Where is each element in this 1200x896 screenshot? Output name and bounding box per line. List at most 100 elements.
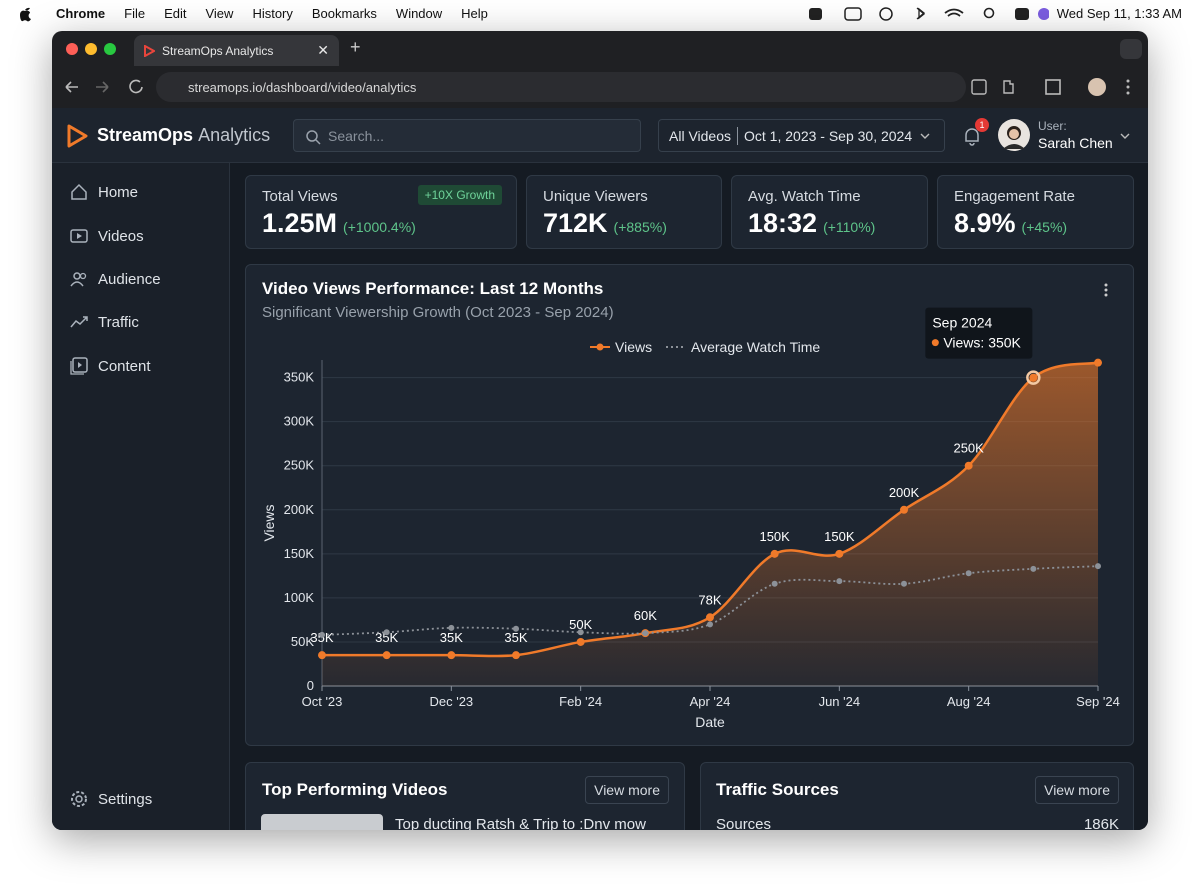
data-point [770, 549, 779, 558]
video-title[interactable]: Top ducting Ratsh & Trip to :Dnv mow [395, 816, 646, 830]
kpi-number: 1.25M [262, 208, 338, 238]
user-label: User: [1038, 119, 1067, 133]
legend-label: Views [615, 339, 652, 355]
y-tick-label: 200K [284, 502, 315, 517]
menu-item[interactable]: File [124, 6, 146, 21]
nav-videos[interactable]: Videos [70, 227, 144, 245]
data-point [642, 630, 649, 637]
data-point [577, 629, 584, 636]
x-tick-label: Apr '24 [690, 694, 731, 709]
data-point [901, 580, 907, 587]
user-chevron[interactable] [1120, 132, 1130, 140]
kpi-change: (+1000.4%) [343, 219, 416, 235]
data-point [706, 613, 714, 622]
brand: StreamOps Analytics [97, 125, 270, 146]
kpi-card: Avg. Watch Time 18:32 (+110%) [731, 175, 928, 249]
data-point [835, 549, 844, 558]
menu-bar: Chrome File Edit View History Bookmarks … [0, 0, 1200, 27]
tab-menu[interactable] [1120, 39, 1142, 59]
avatar[interactable] [998, 119, 1030, 151]
nav-traffic[interactable]: Traffic [70, 313, 139, 331]
legend-dot [596, 343, 604, 351]
kpi-change: (+110%) [823, 219, 876, 235]
kpi-card: Engagement Rate 8.9% (+45%) [937, 175, 1134, 249]
data-point [576, 637, 585, 646]
kpi-label: Total Views [262, 188, 338, 205]
kpi-value: 8.9% (+45%) [954, 208, 1067, 239]
date-filter[interactable]: All Videos Oct 1, 2023 - Sep 30, 2024 [658, 119, 945, 152]
y-axis-label: Views [261, 504, 277, 541]
nav-settings[interactable]: Settings [70, 790, 152, 808]
view-more-button[interactable]: View more [585, 776, 669, 804]
icon [71, 183, 87, 200]
data-point [707, 621, 713, 628]
nav-home[interactable]: Home [70, 183, 138, 201]
data-label: 150K [824, 529, 855, 544]
tab-close[interactable]: ✕ [317, 42, 329, 58]
bell-icon[interactable] [962, 126, 982, 146]
panel-top-videos: Top Performing Videos View more Top duct… [245, 762, 685, 830]
chart-subtitle: Significant Viewership Growth (Oct 2023 … [262, 304, 614, 321]
menu-item[interactable]: Bookmarks [311, 6, 377, 21]
menu-item[interactable]: Window [395, 6, 443, 21]
app-name[interactable]: Chrome [56, 6, 106, 21]
y-tick-label: 100K [284, 590, 315, 605]
menu-item[interactable]: Edit [164, 6, 187, 21]
y-tick-label: 350K [284, 370, 315, 385]
nav-buttons[interactable] [62, 77, 152, 97]
menu-item[interactable]: View [205, 6, 234, 21]
data-point [1094, 358, 1102, 367]
x-tick-label: Oct '23 [302, 694, 343, 709]
row-value: 186K [1083, 816, 1119, 830]
x-axis-label: Date [695, 714, 725, 730]
apple-logo[interactable] [18, 6, 32, 22]
y-tick-label: 50K [291, 634, 314, 649]
y-tick-label: 250K [284, 458, 315, 473]
data-label: 50K [569, 617, 592, 632]
address-bar[interactable]: streamops.io/dashboard/video/analytics [156, 72, 966, 102]
toolbar-icons[interactable] [970, 77, 1140, 97]
data-point [1095, 563, 1101, 570]
nav-content[interactable]: Content [70, 357, 151, 375]
data-point [383, 629, 390, 636]
favicon [144, 45, 155, 57]
clock: Wed Sep 11, 1:33 AM [1056, 6, 1182, 21]
data-point [900, 505, 908, 514]
sidebar: Home Videos Audience Traffic Content Set… [52, 163, 230, 830]
data-label: 35K [504, 630, 527, 645]
area [322, 362, 1098, 686]
nav-label: Settings [98, 790, 153, 808]
kpi-value: 1.25M (+1000.4%) [262, 208, 416, 239]
chart-menu[interactable] [1103, 282, 1109, 298]
data-point [836, 578, 843, 585]
view-more-button[interactable]: View more [1035, 776, 1119, 804]
icon [70, 229, 88, 243]
menu-item[interactable]: History [252, 6, 293, 21]
brand-suffix: Analytics [198, 125, 271, 145]
chart-card: Video Views Performance: Last 12 Months … [245, 264, 1134, 746]
data-point [512, 651, 520, 660]
data-point [513, 625, 519, 632]
nav-audience[interactable]: Audience [70, 270, 161, 288]
traffic-lights[interactable] [66, 43, 122, 55]
user-name[interactable]: Sarah Chen [1038, 135, 1113, 151]
video-thumbnail[interactable] [261, 814, 383, 830]
y-tick-label: 0 [307, 678, 314, 693]
new-tab[interactable]: + [350, 37, 361, 57]
web-page: StreamOps Analytics Search... All Videos… [52, 108, 1148, 830]
tab[interactable]: StreamOps Analytics ✕ [134, 35, 339, 66]
data-point [448, 624, 455, 631]
chart-title: Video Views Performance: Last 12 Months [262, 279, 604, 298]
data-label: 35K [375, 630, 398, 645]
browser-window: StreamOps Analytics ✕ + streamops.io/das… [52, 31, 1148, 830]
data-point [771, 580, 778, 587]
x-tick-label: Sep '24 [1076, 694, 1120, 709]
nav-label: Content [98, 357, 151, 375]
search-box[interactable]: Search... [293, 119, 641, 152]
app-header: StreamOps Analytics Search... All Videos… [52, 108, 1148, 163]
tooltip-dot [931, 339, 939, 347]
menu-item[interactable]: Help [461, 6, 488, 21]
brand-logo [67, 124, 88, 148]
tooltip-title: Sep 2024 [932, 315, 992, 331]
data-label: 150K [759, 529, 790, 544]
